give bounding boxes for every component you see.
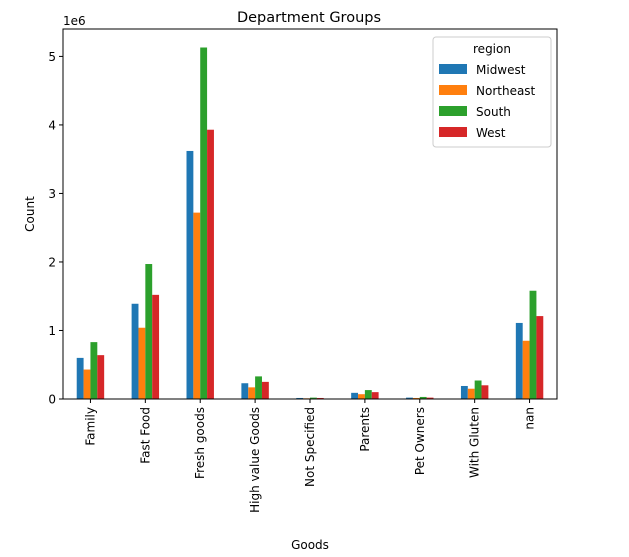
bar-south-8	[529, 290, 537, 399]
x-tick-label: Family	[83, 407, 97, 446]
bar-west-3	[261, 381, 269, 399]
y-tick-label: 5	[48, 50, 56, 64]
bar-midwest-0	[76, 357, 84, 399]
bar-northeast-8	[522, 340, 530, 399]
bar-midwest-3	[241, 383, 249, 399]
bar-south-6	[419, 396, 427, 399]
bar-midwest-8	[515, 322, 523, 399]
legend-label-midwest: Midwest	[476, 63, 526, 77]
bar-west-4	[316, 397, 324, 399]
x-tick-label: nan	[523, 407, 537, 430]
bar-northeast-3	[248, 387, 256, 399]
bar-midwest-2	[186, 150, 194, 399]
bar-northeast-1	[138, 327, 146, 399]
legend-swatch-south	[439, 106, 467, 116]
bar-west-8	[536, 316, 544, 399]
x-tick-label: Pet Owners	[413, 407, 427, 475]
bar-west-2	[207, 129, 214, 399]
bar-south-2	[200, 47, 208, 399]
bar-west-0	[97, 355, 105, 399]
bar-midwest-7	[460, 385, 468, 399]
bar-west-1	[152, 294, 160, 399]
y-tick-label: 2	[48, 255, 56, 269]
bars-layer	[76, 47, 544, 399]
legend: region Midwest Northeast South West	[432, 36, 552, 148]
bar-midwest-5	[351, 392, 359, 399]
x-tick-label: With Gluten	[468, 407, 482, 478]
bar-west-6	[426, 397, 434, 399]
x-tick-label: Not Specified	[303, 407, 317, 487]
bar-northeast-6	[412, 397, 420, 399]
legend-swatch-northeast	[439, 85, 467, 95]
chart-title: Department Groups	[237, 10, 381, 26]
y-axis-label: Count	[23, 196, 37, 232]
bar-northeast-2	[193, 212, 201, 399]
legend-title: region	[473, 42, 511, 56]
bar-south-1	[145, 264, 153, 399]
bar-south-4	[310, 397, 317, 399]
bar-northeast-7	[467, 388, 475, 399]
bar-northeast-5	[358, 394, 365, 399]
y-axis: 0 1 2 3 4 5	[48, 50, 63, 407]
bar-midwest-4	[296, 397, 304, 399]
x-tick-label: Parents	[358, 407, 372, 452]
legend-swatch-west	[439, 127, 467, 137]
bar-west-5	[371, 392, 379, 399]
bar-northeast-0	[83, 369, 91, 399]
x-tick-label: Fast Food	[138, 407, 152, 464]
legend-label-south: South	[476, 105, 511, 119]
legend-label-northeast: Northeast	[476, 84, 536, 98]
y-tick-label: 4	[48, 118, 56, 132]
y-tick-label: 3	[48, 187, 56, 201]
x-tick-label: High value Goods	[248, 407, 262, 513]
bar-south-5	[364, 390, 372, 399]
bar-south-3	[255, 376, 262, 399]
y-scale-label: 1e6	[63, 14, 86, 28]
x-axis-label: Goods	[291, 538, 329, 552]
bar-midwest-1	[131, 303, 139, 399]
bar-midwest-6	[406, 397, 413, 399]
x-axis: Family Fast Food Fresh goods High value Goo…	[83, 399, 537, 513]
bar-south-0	[90, 342, 98, 399]
legend-label-west: West	[476, 126, 506, 140]
bar-south-7	[474, 380, 482, 399]
y-tick-label: 1	[48, 324, 56, 338]
bar-west-7	[481, 385, 489, 399]
legend-swatch-midwest	[439, 64, 467, 74]
y-tick-label: 0	[48, 393, 56, 407]
x-tick-label: Fresh goods	[193, 407, 207, 479]
